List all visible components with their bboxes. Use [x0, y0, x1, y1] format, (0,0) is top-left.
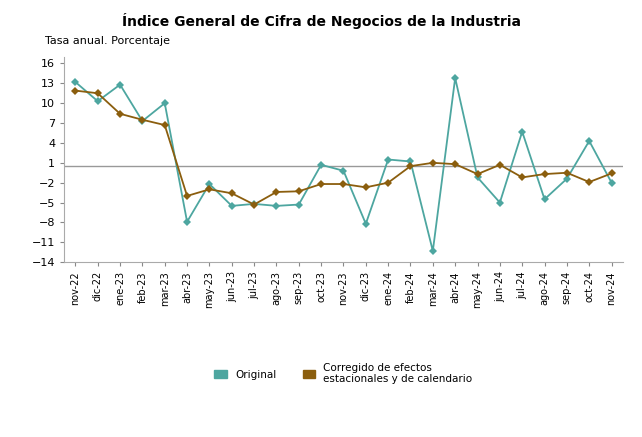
Corregido de efectos
estacionales y de calendario [94, 90, 101, 96]
Line: Corregido de efectos
estacionales y de calendario: Corregido de efectos estacionales y de c… [73, 88, 614, 207]
Original [250, 201, 258, 207]
Corregido de efectos
estacionales y de calendario [563, 170, 571, 175]
Corregido de efectos
estacionales y de calendario [496, 162, 504, 167]
Corregido de efectos
estacionales y de calendario [406, 163, 414, 169]
Corregido de efectos
estacionales y de calendario [586, 180, 593, 185]
Original [496, 200, 504, 205]
Corregido de efectos
estacionales y de calendario [139, 117, 146, 122]
Corregido de efectos
estacionales y de calendario [183, 193, 191, 198]
Corregido de efectos
estacionales y de calendario [250, 202, 258, 207]
Original [94, 99, 101, 104]
Original [518, 129, 526, 134]
Original [406, 159, 414, 164]
Original [451, 76, 459, 81]
Text: Índice General de Cifra de Negocios de la Industria: Índice General de Cifra de Negocios de l… [121, 13, 521, 29]
Corregido de efectos
estacionales y de calendario [228, 191, 236, 196]
Original [317, 162, 325, 167]
Corregido de efectos
estacionales y de calendario [608, 171, 616, 176]
Original [116, 82, 124, 87]
Original [183, 219, 191, 225]
Corregido de efectos
estacionales y de calendario [317, 181, 325, 187]
Corregido de efectos
estacionales y de calendario [518, 175, 526, 180]
Original [362, 221, 370, 226]
Original [586, 139, 593, 144]
Corregido de efectos
estacionales y de calendario [474, 171, 482, 177]
Original [385, 157, 392, 162]
Corregido de efectos
estacionales y de calendario [362, 185, 370, 190]
Corregido de efectos
estacionales y de calendario [161, 122, 169, 128]
Corregido de efectos
estacionales y de calendario [429, 160, 437, 166]
Corregido de efectos
estacionales y de calendario [295, 189, 302, 194]
Original [295, 202, 302, 207]
Original [71, 80, 79, 85]
Original [161, 101, 169, 106]
Original [228, 203, 236, 208]
Corregido de efectos
estacionales y de calendario [385, 180, 392, 185]
Corregido de efectos
estacionales y de calendario [116, 111, 124, 116]
Corregido de efectos
estacionales y de calendario [541, 171, 548, 177]
Legend: Original, Corregido de efectos
estacionales y de calendario: Original, Corregido de efectos estaciona… [214, 363, 473, 384]
Corregido de efectos
estacionales y de calendario [71, 88, 79, 93]
Original [474, 175, 482, 180]
Original [205, 181, 213, 187]
Original [273, 203, 281, 208]
Original [139, 118, 146, 124]
Original [563, 176, 571, 181]
Corregido de efectos
estacionales y de calendario [340, 181, 347, 187]
Corregido de efectos
estacionales y de calendario [451, 162, 459, 167]
Text: Tasa anual. Porcentaje: Tasa anual. Porcentaje [45, 36, 170, 46]
Original [608, 180, 616, 185]
Corregido de efectos
estacionales y de calendario [205, 187, 213, 192]
Line: Original: Original [73, 75, 614, 254]
Original [541, 197, 548, 202]
Original [340, 168, 347, 173]
Original [429, 248, 437, 253]
Corregido de efectos
estacionales y de calendario [273, 189, 281, 194]
